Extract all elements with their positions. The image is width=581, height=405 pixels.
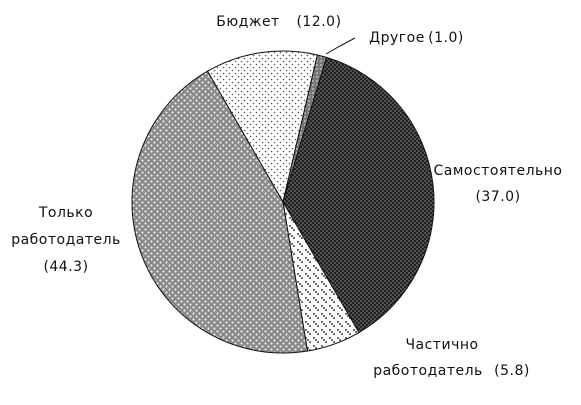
value-label: (12.0) (296, 14, 341, 30)
slice-label: Частично (405, 337, 478, 353)
slice-label: работодатель (11, 232, 121, 248)
slice-label: работодатель (373, 363, 483, 379)
value-label: (37.0) (475, 189, 520, 205)
slice-label: Только (38, 205, 93, 221)
value-label: (1.0) (428, 30, 464, 46)
value-label: (5.8) (494, 363, 530, 379)
leader-line (325, 37, 356, 55)
pie-slice (131, 70, 309, 354)
pie-slice (206, 50, 318, 204)
pie-slice (282, 56, 435, 334)
slice-label: Самостоятельно (433, 163, 562, 179)
slice-label: Бюджет (216, 14, 279, 30)
slice-label: Другое (369, 30, 425, 46)
value-label: (44.3) (43, 259, 88, 275)
